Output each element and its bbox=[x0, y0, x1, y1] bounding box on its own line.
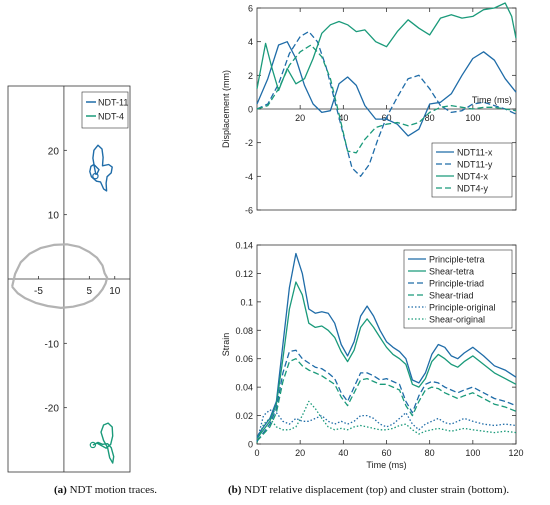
displacement-x-tick-label: 100 bbox=[465, 113, 480, 123]
strain-x-tick-label: 60 bbox=[381, 448, 391, 458]
caption-b-text: NDT relative displacement (top) and clus… bbox=[244, 484, 510, 496]
displacement-y-axis-label: Displacement (mm) bbox=[221, 70, 231, 148]
caption-b-label: (b) bbox=[228, 484, 242, 496]
motion-y-tick-label: 10 bbox=[48, 211, 60, 222]
displacement-y-tick-label: -6 bbox=[245, 206, 253, 216]
caption-b: (b) NDT relative displacement (top) and … bbox=[228, 484, 509, 496]
strain-x-tick-label: 20 bbox=[295, 448, 305, 458]
displacement-x-tick-label: 40 bbox=[338, 113, 348, 123]
strain-y-tick-label: 0 bbox=[248, 440, 253, 450]
strain-series-shear-triad bbox=[256, 358, 517, 442]
displacement-y-tick-label: 0 bbox=[248, 105, 253, 115]
strain-y-tick-label: 0.14 bbox=[235, 241, 253, 251]
displacement-y-tick-label: 2 bbox=[248, 71, 253, 81]
strain-series-principle-triad bbox=[256, 349, 517, 442]
displacement-y-tick-label: -4 bbox=[245, 172, 253, 182]
displacement-series-ndt4-x bbox=[256, 2, 517, 92]
displacement-legend-label: NDT4-x bbox=[457, 172, 488, 182]
motion-marker-ndt-4 bbox=[89, 441, 97, 449]
strain-legend-label: Principle-tetra bbox=[429, 255, 485, 265]
strain-y-tick-label: 0.12 bbox=[235, 269, 253, 279]
strain-legend-box bbox=[403, 249, 513, 329]
motion-trace-ndt-11 bbox=[89, 144, 113, 192]
displacement-series-ndt4-y bbox=[256, 44, 517, 154]
strain-x-tick-label: 80 bbox=[425, 448, 435, 458]
caption-a-text: NDT motion traces. bbox=[69, 484, 158, 496]
displacement-series-ndt11-x bbox=[256, 41, 517, 137]
displacement-y-tick-label: -2 bbox=[245, 138, 253, 148]
strain-series-principle-original bbox=[256, 409, 517, 442]
motion-legend-label: NDT-4 bbox=[98, 112, 124, 122]
motion-legend-box bbox=[81, 91, 129, 129]
strain-x-tick-label: 40 bbox=[338, 448, 348, 458]
displacement-x-axis-label: Time (ms) bbox=[472, 95, 512, 105]
caption-a: (a) NDT motion traces. bbox=[54, 484, 157, 496]
strain-series-shear-tetra bbox=[256, 281, 517, 439]
strain-y-tick-label: 0.08 bbox=[235, 326, 253, 336]
strain-y-tick-label: 0.02 bbox=[235, 411, 253, 421]
displacement-x-tick-label: 20 bbox=[295, 113, 305, 123]
motion-y-tick-label: -20 bbox=[44, 404, 59, 415]
motion-marker-ndt-11 bbox=[92, 172, 99, 180]
strain-series-shear-original bbox=[256, 400, 517, 443]
displacement-y-tick-label: 4 bbox=[248, 37, 253, 47]
displacement-x-tick-label: 80 bbox=[425, 113, 435, 123]
displacement-legend-label: NDT11-y bbox=[457, 160, 493, 170]
strain-x-axis-label: Time (ms) bbox=[366, 460, 406, 470]
motion-x-tick-label: 10 bbox=[109, 286, 121, 297]
motion-y-tick-label: -10 bbox=[44, 339, 59, 350]
strain-x-tick-label: 0 bbox=[254, 448, 259, 458]
displacement-y-tick-label: 6 bbox=[248, 4, 253, 14]
displacement-legend-label: NDT4-y bbox=[457, 184, 488, 194]
motion-trace-ndt-4 bbox=[92, 422, 115, 464]
strain-x-tick-label: 100 bbox=[465, 448, 480, 458]
caption-a-label: (a) bbox=[54, 484, 67, 496]
motion-x-tick-label: -5 bbox=[34, 286, 43, 297]
strain-legend-label: Shear-original bbox=[429, 315, 485, 325]
strain-y-tick-label: 0.04 bbox=[235, 383, 253, 393]
strain-legend-label: Shear-tetra bbox=[429, 267, 474, 277]
motion-legend-label: NDT-11 bbox=[98, 98, 128, 108]
displacement-legend-label: NDT11-x bbox=[457, 148, 493, 158]
strain-legend-label: Principle-original bbox=[429, 303, 496, 313]
strain-y-tick-label: 0.1 bbox=[240, 297, 253, 307]
motion-outline-trace bbox=[11, 243, 109, 309]
strain-series-principle-tetra bbox=[256, 252, 517, 438]
strain-y-axis-label: Strain bbox=[221, 333, 231, 357]
strain-y-tick-label: 0.06 bbox=[235, 354, 253, 364]
strain-legend-label: Principle-triad bbox=[429, 279, 484, 289]
strain-x-tick-label: 120 bbox=[508, 448, 523, 458]
strain-legend-label: Shear-triad bbox=[429, 291, 474, 301]
motion-x-tick-label: 5 bbox=[87, 286, 93, 297]
displacement-series-ndt11-y bbox=[256, 30, 517, 177]
motion-y-tick-label: 20 bbox=[48, 146, 60, 157]
